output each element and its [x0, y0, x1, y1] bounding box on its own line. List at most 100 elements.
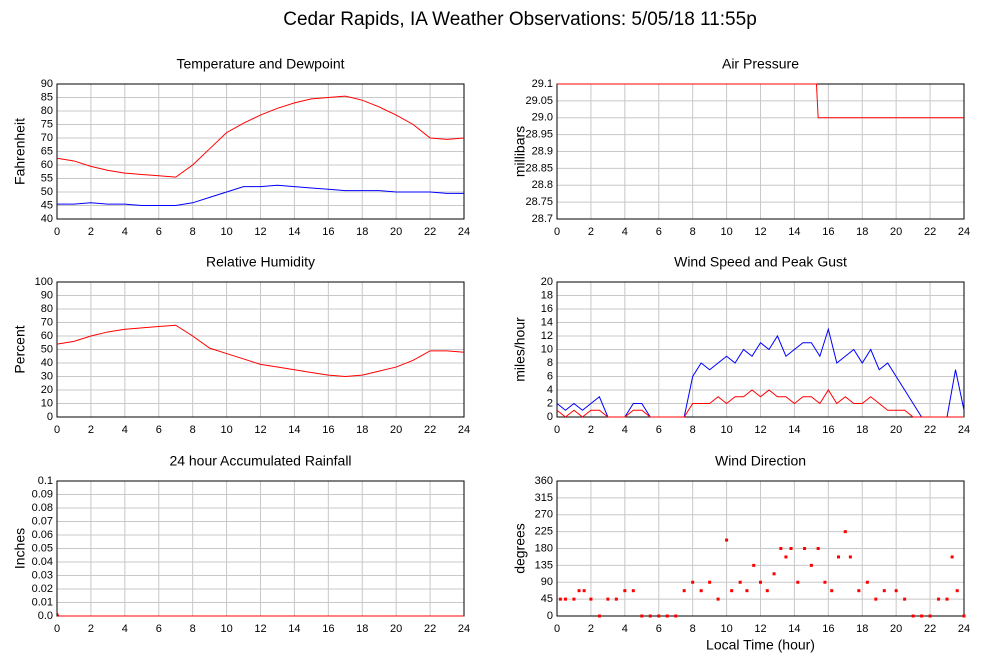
- y-tick-label: 40: [41, 213, 53, 225]
- data-point: [597, 614, 601, 618]
- x-tick-label: 0: [54, 424, 60, 436]
- y-tick-label: 75: [41, 118, 53, 130]
- data-point: [631, 589, 635, 593]
- x-tick-label: 2: [88, 623, 94, 635]
- y-tick-label: 0.06: [32, 529, 53, 541]
- x-tick-label: 0: [554, 424, 560, 436]
- y-tick-label: 8: [547, 357, 553, 369]
- x-tick-label: 24: [458, 424, 470, 436]
- data-point: [962, 614, 966, 618]
- x-tick-label: 4: [122, 623, 128, 635]
- y-tick-label: 18: [541, 289, 553, 301]
- x-tick-label: 18: [356, 623, 368, 635]
- chart-title: Temperature and Dewpoint: [176, 56, 344, 72]
- data-point: [796, 580, 800, 584]
- data-point: [937, 597, 941, 601]
- y-tick-label: 85: [41, 91, 53, 103]
- x-tick-label: 18: [856, 424, 868, 436]
- data-line: [56, 95, 465, 178]
- y-axis-label: millibars: [512, 126, 528, 177]
- x-tick-label: 14: [288, 226, 300, 238]
- x-tick-label: 24: [458, 226, 470, 238]
- x-tick-label: 0: [554, 226, 560, 238]
- data-point: [563, 597, 567, 601]
- data-point: [640, 614, 644, 618]
- x-tick-label: 6: [656, 424, 662, 436]
- x-tick-label: 22: [924, 424, 936, 436]
- x-tick-label: 12: [754, 424, 766, 436]
- y-tick-label: 40: [41, 357, 53, 369]
- data-point: [837, 555, 841, 559]
- y-tick-label: 28.9: [532, 145, 553, 157]
- x-tick-label: 12: [254, 623, 266, 635]
- x-tick-label: 16: [322, 623, 334, 635]
- x-tick-label: 2: [588, 424, 594, 436]
- y-tick-label: 70: [41, 316, 53, 328]
- x-tick-label: 20: [890, 623, 902, 635]
- plot-frame: [56, 83, 465, 220]
- y-tick-label: 29.1: [532, 78, 553, 90]
- data-point: [848, 555, 852, 559]
- x-tick-label: 10: [720, 226, 732, 238]
- x-tick-label: 12: [254, 226, 266, 238]
- x-tick-label: 24: [458, 623, 470, 635]
- y-tick-label: 270: [535, 509, 553, 521]
- x-tick-label: 20: [390, 226, 402, 238]
- plot-frame: [56, 281, 465, 418]
- data-point: [708, 580, 712, 584]
- x-tick-label: 10: [720, 424, 732, 436]
- chart-panel: 24 hour Accumulated Rainfall Inches 0.0 0.0…: [12, 453, 470, 635]
- data-point: [745, 589, 749, 593]
- chart-title: Air Pressure: [722, 56, 799, 72]
- data-point: [928, 614, 932, 618]
- y-tick-label: 315: [535, 492, 553, 504]
- y-tick-label: 0.0: [38, 610, 53, 622]
- x-tick-label: 14: [288, 623, 300, 635]
- y-tick-label: 0.02: [32, 583, 53, 595]
- data-point: [950, 555, 954, 559]
- x-tick-label: 8: [190, 623, 196, 635]
- x-axis-label: Local Time (hour): [706, 637, 815, 653]
- data-point: [752, 563, 756, 567]
- y-tick-label: 28.95: [525, 129, 553, 141]
- x-tick-label: 4: [122, 424, 128, 436]
- data-point: [648, 614, 652, 618]
- data-point: [903, 597, 907, 601]
- x-tick-label: 22: [924, 226, 936, 238]
- y-tick-label: 90: [41, 289, 53, 301]
- data-point: [657, 614, 661, 618]
- x-tick-label: 24: [958, 623, 970, 635]
- y-tick-label: 28.75: [525, 196, 553, 208]
- y-tick-label: 0: [547, 411, 553, 423]
- x-tick-label: 22: [424, 226, 436, 238]
- y-tick-label: 50: [41, 343, 53, 355]
- x-tick-label: 20: [390, 424, 402, 436]
- y-tick-label: 10: [541, 343, 553, 355]
- y-tick-label: 70: [41, 132, 53, 144]
- x-tick-label: 18: [856, 623, 868, 635]
- y-tick-label: 20: [541, 276, 553, 288]
- chart-panel: Temperature and DewpointFahrenheit404550…: [12, 56, 470, 238]
- y-axis-label: Inches: [12, 528, 28, 569]
- y-tick-label: 0.05: [32, 542, 53, 554]
- data-point: [725, 538, 729, 542]
- y-tick-label: 4: [547, 384, 553, 396]
- x-tick-label: 0: [554, 623, 560, 635]
- data-point: [843, 530, 847, 534]
- chart-panel: Wind Direction degrees Local Time (hour) 0 4…: [512, 453, 970, 653]
- x-tick-label: 14: [288, 424, 300, 436]
- x-tick-label: 20: [890, 226, 902, 238]
- x-tick-label: 22: [924, 623, 936, 635]
- data-point: [816, 547, 820, 550]
- data-point: [716, 597, 720, 601]
- chart-title: Wind Direction: [715, 453, 806, 469]
- y-tick-label: 60: [41, 159, 53, 171]
- chart-panel: Air Pressure millibars 28.7 28.75 28.8 28.85 2…: [512, 56, 970, 238]
- x-tick-label: 8: [690, 226, 696, 238]
- y-axis-label: degrees: [512, 523, 528, 574]
- x-tick-label: 12: [754, 623, 766, 635]
- data-point: [682, 589, 686, 593]
- x-tick-label: 20: [890, 424, 902, 436]
- y-tick-label: 29.05: [525, 95, 553, 107]
- data-point: [582, 589, 586, 593]
